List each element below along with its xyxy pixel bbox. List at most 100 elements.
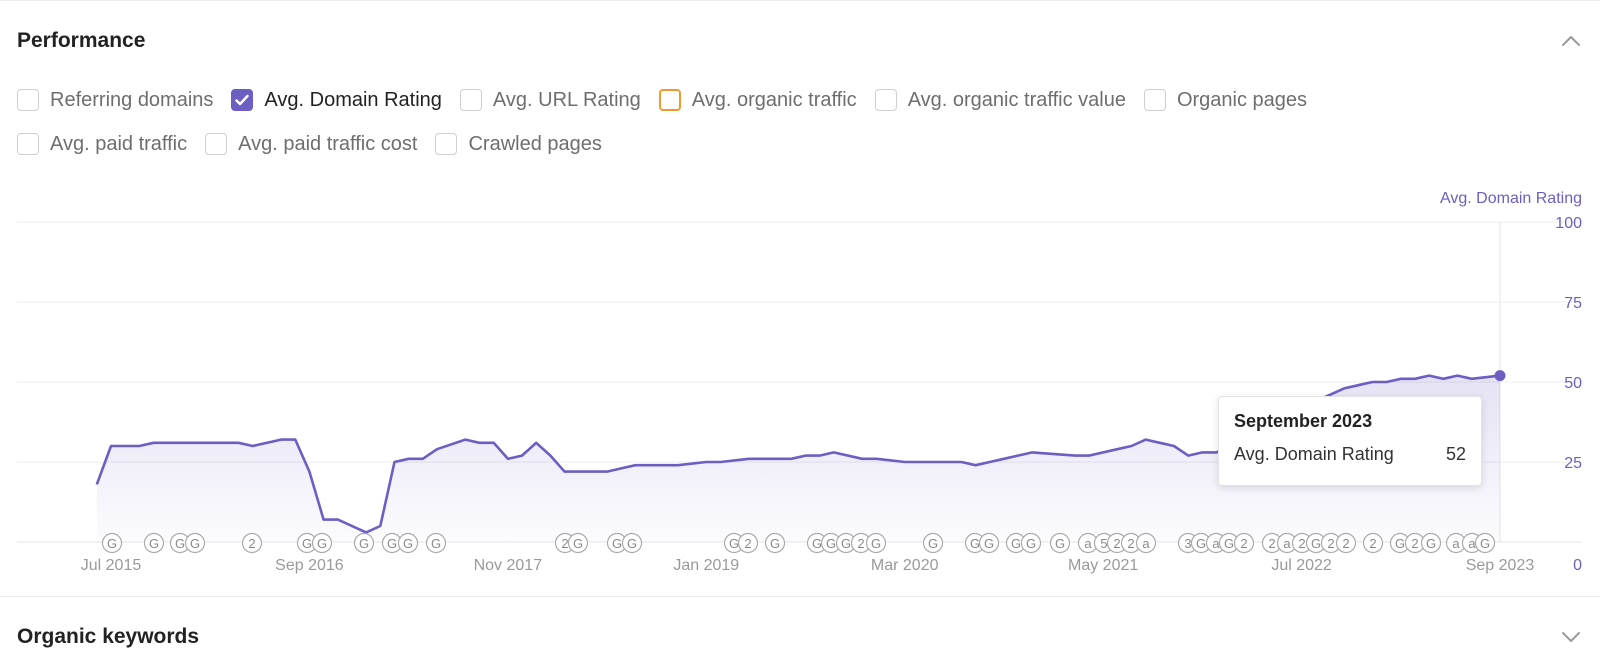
filter-avg-organic-traffic[interactable]: Avg. organic traffic [658, 89, 857, 112]
marker-label: a [1142, 536, 1150, 551]
marker-circle [184, 532, 206, 554]
marker-circle [311, 532, 333, 554]
y-axis-title: Avg. Domain Rating [1440, 190, 1582, 207]
marker-label: G [1011, 536, 1021, 551]
checkbox-hover[interactable] [658, 89, 681, 111]
performance-header[interactable]: Performance [17, 28, 1582, 54]
marker-circle [143, 532, 165, 554]
marker-label: 2 [248, 536, 255, 551]
filter-label: Avg. paid traffic [50, 132, 188, 155]
marker-label: 2 [1240, 536, 1247, 551]
marker-label: 2 [1298, 536, 1305, 551]
check-icon [235, 94, 250, 106]
marker-label: 2 [1127, 536, 1134, 551]
marker-label: 2 [561, 536, 568, 551]
x-tick-label: Jul 2022 [1271, 557, 1332, 574]
checkbox[interactable] [874, 89, 897, 111]
marker-label: 2 [1411, 536, 1418, 551]
marker-label: G [149, 536, 159, 551]
algorithm-marker: G [101, 532, 123, 554]
checkbox-checked[interactable] [231, 89, 254, 111]
filter-avg-paid-traffic[interactable]: Avg. paid traffic [17, 133, 187, 156]
marker-label: G [1395, 536, 1405, 551]
performance-title: Performance [17, 29, 146, 52]
marker-label: 2 [1369, 536, 1376, 551]
y-tick-label: 50 [1564, 375, 1582, 392]
checkbox[interactable] [459, 89, 482, 111]
marker-label: G [1055, 536, 1065, 551]
organic-keywords-header[interactable]: Organic keywords [17, 624, 1582, 650]
marker-label: G [970, 536, 980, 551]
filter-avg-paid-traffic-cost[interactable]: Avg. paid traffic cost [205, 133, 417, 156]
marker-label: G [403, 536, 413, 551]
tooltip-series-label: Avg. Domain Rating [1234, 444, 1394, 464]
algorithm-marker: G [964, 532, 986, 554]
organic-keywords-title: Organic keywords [17, 625, 200, 648]
marker-label: a [1283, 536, 1291, 551]
tooltip-row: Avg. Domain Rating 52 [1234, 444, 1466, 465]
algorithm-marker: 2 [1335, 532, 1357, 554]
filter-label: Organic pages [1176, 88, 1308, 111]
marker-label: G [190, 536, 200, 551]
tooltip-title: September 2023 [1234, 411, 1373, 431]
x-tick-label: Jul 2015 [81, 557, 142, 574]
algorithm-marker: 2 [1233, 532, 1255, 554]
filter-label: Referring domains [50, 88, 214, 111]
algorithm-marker: G [865, 532, 887, 554]
marker-label: G [175, 536, 185, 551]
marker-label: 2 [1342, 536, 1349, 551]
filter-organic-pages[interactable]: Organic pages [1143, 88, 1308, 112]
section-divider [0, 596, 1600, 597]
marker-label: G [612, 536, 622, 551]
filter-row-1: Referring domains Avg. Domain Rating Avg… [17, 86, 1517, 114]
y-tick-label: 0 [1573, 557, 1582, 574]
marker-label: G [871, 536, 881, 551]
marker-label: G [1480, 536, 1490, 551]
marker-circle [397, 532, 419, 554]
filter-crawled-pages[interactable]: Crawled pages [435, 132, 602, 156]
tooltip-value: 52 [1445, 444, 1466, 464]
marker-label: 2 [1327, 536, 1334, 551]
marker-label: G [770, 536, 780, 551]
algorithm-marker: a [1445, 532, 1467, 554]
marker-label: G [431, 536, 441, 551]
checkbox[interactable] [205, 133, 228, 155]
marker-circle [1362, 532, 1384, 554]
algorithm-marker: G [1190, 532, 1212, 554]
chevron-up-icon[interactable] [1560, 30, 1582, 52]
marker-circle [1474, 532, 1496, 554]
marker-label: G [573, 536, 583, 551]
filter-referring-domains[interactable]: Referring domains [17, 89, 213, 112]
algorithm-marker: 2 [1120, 532, 1142, 554]
filter-avg-url-rating[interactable]: Avg. URL Rating [459, 89, 641, 112]
marker-label: G [387, 536, 397, 551]
marker-circle [1233, 532, 1255, 554]
marker-circle [101, 532, 123, 554]
x-tick-label: Mar 2020 [871, 557, 939, 574]
algorithm-marker: G [764, 532, 786, 554]
marker-label: G [841, 536, 851, 551]
marker-label: a [1212, 536, 1220, 551]
algorithm-marker: G [820, 532, 842, 554]
filter-label: Crawled pages [468, 132, 602, 155]
marker-label: 2 [744, 536, 751, 551]
checkbox[interactable] [1143, 89, 1166, 111]
checkbox[interactable] [17, 89, 39, 111]
marker-label: G [1196, 536, 1206, 551]
marker-circle [1020, 532, 1042, 554]
filter-avg-organic-traffic-value[interactable]: Avg. organic traffic value [874, 89, 1126, 112]
algorithm-marker: G [1049, 532, 1071, 554]
algorithm-marker: G [311, 532, 333, 554]
chevron-down-icon[interactable] [1560, 626, 1582, 648]
marker-label: G [826, 536, 836, 551]
checkbox[interactable] [17, 133, 39, 155]
marker-label: 2 [1268, 536, 1275, 551]
filter-avg-domain-rating[interactable]: Avg. Domain Rating [231, 89, 442, 112]
algorithm-marker: G [143, 532, 165, 554]
x-tick-label: Jan 2019 [673, 557, 739, 574]
marker-circle [865, 532, 887, 554]
marker-circle [353, 532, 375, 554]
checkbox[interactable] [435, 133, 458, 155]
